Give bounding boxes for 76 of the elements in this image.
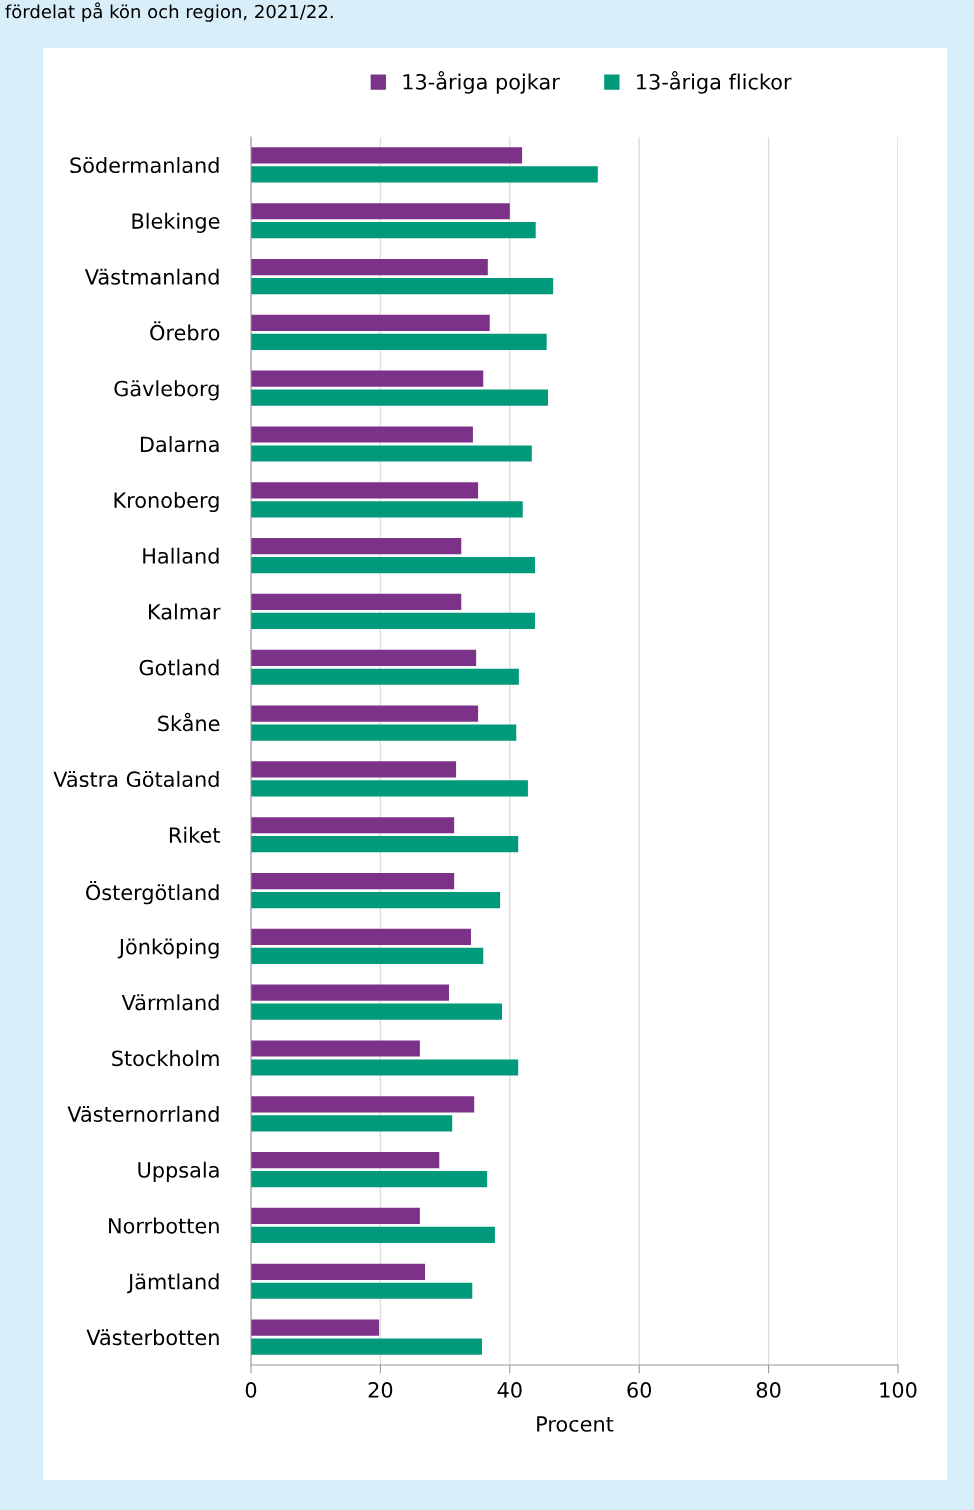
bar xyxy=(251,482,479,499)
y-tick-label: Gotland xyxy=(139,659,219,676)
x-tick-label: 100 xyxy=(880,1382,917,1398)
y-tick-label: Västerbotten xyxy=(86,1329,219,1346)
x-tick-label: 80 xyxy=(756,1382,781,1398)
y-tick-label: Kalmar xyxy=(149,603,221,620)
bar xyxy=(251,724,517,741)
bar xyxy=(251,258,488,276)
bar xyxy=(251,1152,440,1169)
bar xyxy=(251,668,519,685)
bar xyxy=(251,593,462,611)
bar xyxy=(251,557,536,574)
y-tick-label: Dalarna xyxy=(140,436,219,453)
bar xyxy=(251,1059,519,1076)
y-tick-label: Västernorrland xyxy=(67,1105,219,1123)
bar xyxy=(251,166,598,183)
bar xyxy=(251,203,510,220)
y-tick-label: Östergötland xyxy=(86,881,219,905)
bar xyxy=(251,538,462,555)
y-tick-label: Halland xyxy=(143,547,219,564)
y-tick-label: Södermanland xyxy=(70,156,219,174)
bar xyxy=(251,1226,495,1244)
bar xyxy=(251,1040,420,1057)
y-tick-label: Riket xyxy=(169,826,220,843)
x-tick-label: 0 xyxy=(245,1382,257,1398)
bar xyxy=(251,984,449,1001)
chart-title: fördelat på kön och region, 2021/22. xyxy=(5,2,333,22)
y-tick-label: Örebro xyxy=(150,321,220,341)
bar xyxy=(251,277,554,295)
x-tick-label: 40 xyxy=(497,1382,522,1398)
bar xyxy=(251,1338,482,1355)
y-tick-label: Uppsala xyxy=(138,1161,219,1182)
bar xyxy=(251,1003,503,1020)
x-tick-label: 20 xyxy=(368,1382,393,1398)
bar xyxy=(251,147,523,164)
bar xyxy=(251,817,455,834)
legend-label: 13-åriga flickor xyxy=(637,71,792,94)
bar xyxy=(251,1319,380,1336)
x-axis-title: Procent xyxy=(537,1416,614,1432)
legend-label: 13-åriga pojkar xyxy=(403,71,560,94)
bar xyxy=(251,501,523,518)
bar xyxy=(251,1171,488,1188)
y-tick-label: Kronoberg xyxy=(114,491,219,513)
y-tick-label: Västra Götaland xyxy=(53,770,219,788)
bar xyxy=(251,891,501,909)
bar xyxy=(251,389,548,406)
y-tick-label: Skåne xyxy=(158,712,220,732)
bar xyxy=(251,836,519,853)
bar xyxy=(251,705,479,722)
y-tick-label: Värmland xyxy=(121,994,219,1011)
bar xyxy=(251,1207,420,1225)
bar xyxy=(251,1282,473,1299)
bar xyxy=(251,761,457,778)
bar xyxy=(251,445,532,462)
bar xyxy=(251,780,528,797)
bar xyxy=(251,1263,426,1280)
y-tick-label: Blekinge xyxy=(132,212,220,233)
y-tick-label: Norrbotten xyxy=(109,1217,219,1234)
y-tick-label: Gävleborg xyxy=(114,380,219,401)
y-tick-label: Jämtland xyxy=(127,1273,219,1294)
bar xyxy=(251,333,547,350)
x-tick-label: 60 xyxy=(627,1382,652,1398)
bar xyxy=(251,928,471,945)
bar xyxy=(251,222,536,239)
bar xyxy=(251,872,455,890)
bar xyxy=(251,370,484,387)
y-tick-label: Västmanland xyxy=(84,268,219,285)
bar xyxy=(251,1096,475,1113)
bar xyxy=(251,612,536,630)
bar xyxy=(251,947,484,964)
bar xyxy=(251,314,490,331)
bar xyxy=(251,1115,453,1132)
y-tick-label: Jönköping xyxy=(117,938,219,959)
y-tick-label: Stockholm xyxy=(112,1050,219,1067)
bar xyxy=(251,649,477,666)
bar xyxy=(251,426,473,443)
